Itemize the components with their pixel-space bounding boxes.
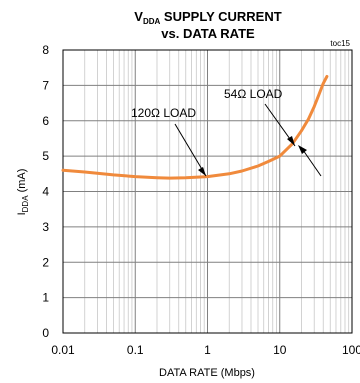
- annotation-120-ohm-load: 120Ω LOAD: [131, 106, 196, 120]
- y-tick-label: 2: [42, 255, 49, 269]
- x-tick-label: 100: [342, 343, 360, 357]
- x-tick-label: 0.1: [127, 343, 144, 357]
- y-tick-labels: 0 1 2 3 4 5 6 7 8: [42, 43, 49, 340]
- annotation-120-arrowhead: [198, 167, 206, 176]
- x-axis-label: DATA RATE (Mbps): [159, 367, 255, 379]
- y-axis-label-i: I: [16, 212, 28, 215]
- y-tick-label: 5: [42, 149, 49, 163]
- y-axis-label: IDDA (mA): [16, 169, 30, 216]
- plot-frame: [62, 49, 353, 334]
- title-v: V: [134, 9, 143, 24]
- annotation-54-ohm-load: 54Ω LOAD: [224, 87, 283, 101]
- supply-current-curve: [61, 75, 329, 180]
- y-tick-label: 3: [42, 220, 49, 234]
- y-tick-label: 1: [42, 291, 49, 305]
- chart-title-line2: vs. DATA RATE: [161, 26, 255, 41]
- title-subscript: DDA: [143, 17, 161, 26]
- annotation-54-pointer-arrowhead: [298, 145, 307, 154]
- y-axis-label-rest: (mA): [16, 169, 28, 196]
- x-tick-labels: 0.01 0.1 1 10 100: [51, 343, 360, 357]
- y-axis-label-subscript: DDA: [21, 195, 30, 213]
- annotation-54-pointer-line: [302, 149, 322, 177]
- y-tick-label: 8: [42, 43, 49, 57]
- title-rest: SUPPLY CURRENT: [160, 9, 281, 24]
- chart-title-line1: VDDA SUPPLY CURRENT: [134, 9, 281, 26]
- y-tick-label: 4: [42, 185, 49, 199]
- chart-tag: toc15: [330, 39, 350, 48]
- annotation-120-arrow-line: [174, 123, 207, 177]
- annotation-54-arrowhead: [287, 136, 295, 146]
- x-tick-label: 1: [204, 343, 211, 357]
- x-tick-label: 10: [273, 343, 287, 357]
- x-tick-label: 0.01: [51, 343, 75, 357]
- grid-major: [63, 50, 352, 333]
- y-tick-label: 0: [42, 326, 49, 340]
- y-tick-label: 6: [42, 114, 49, 128]
- y-tick-label: 7: [42, 78, 49, 92]
